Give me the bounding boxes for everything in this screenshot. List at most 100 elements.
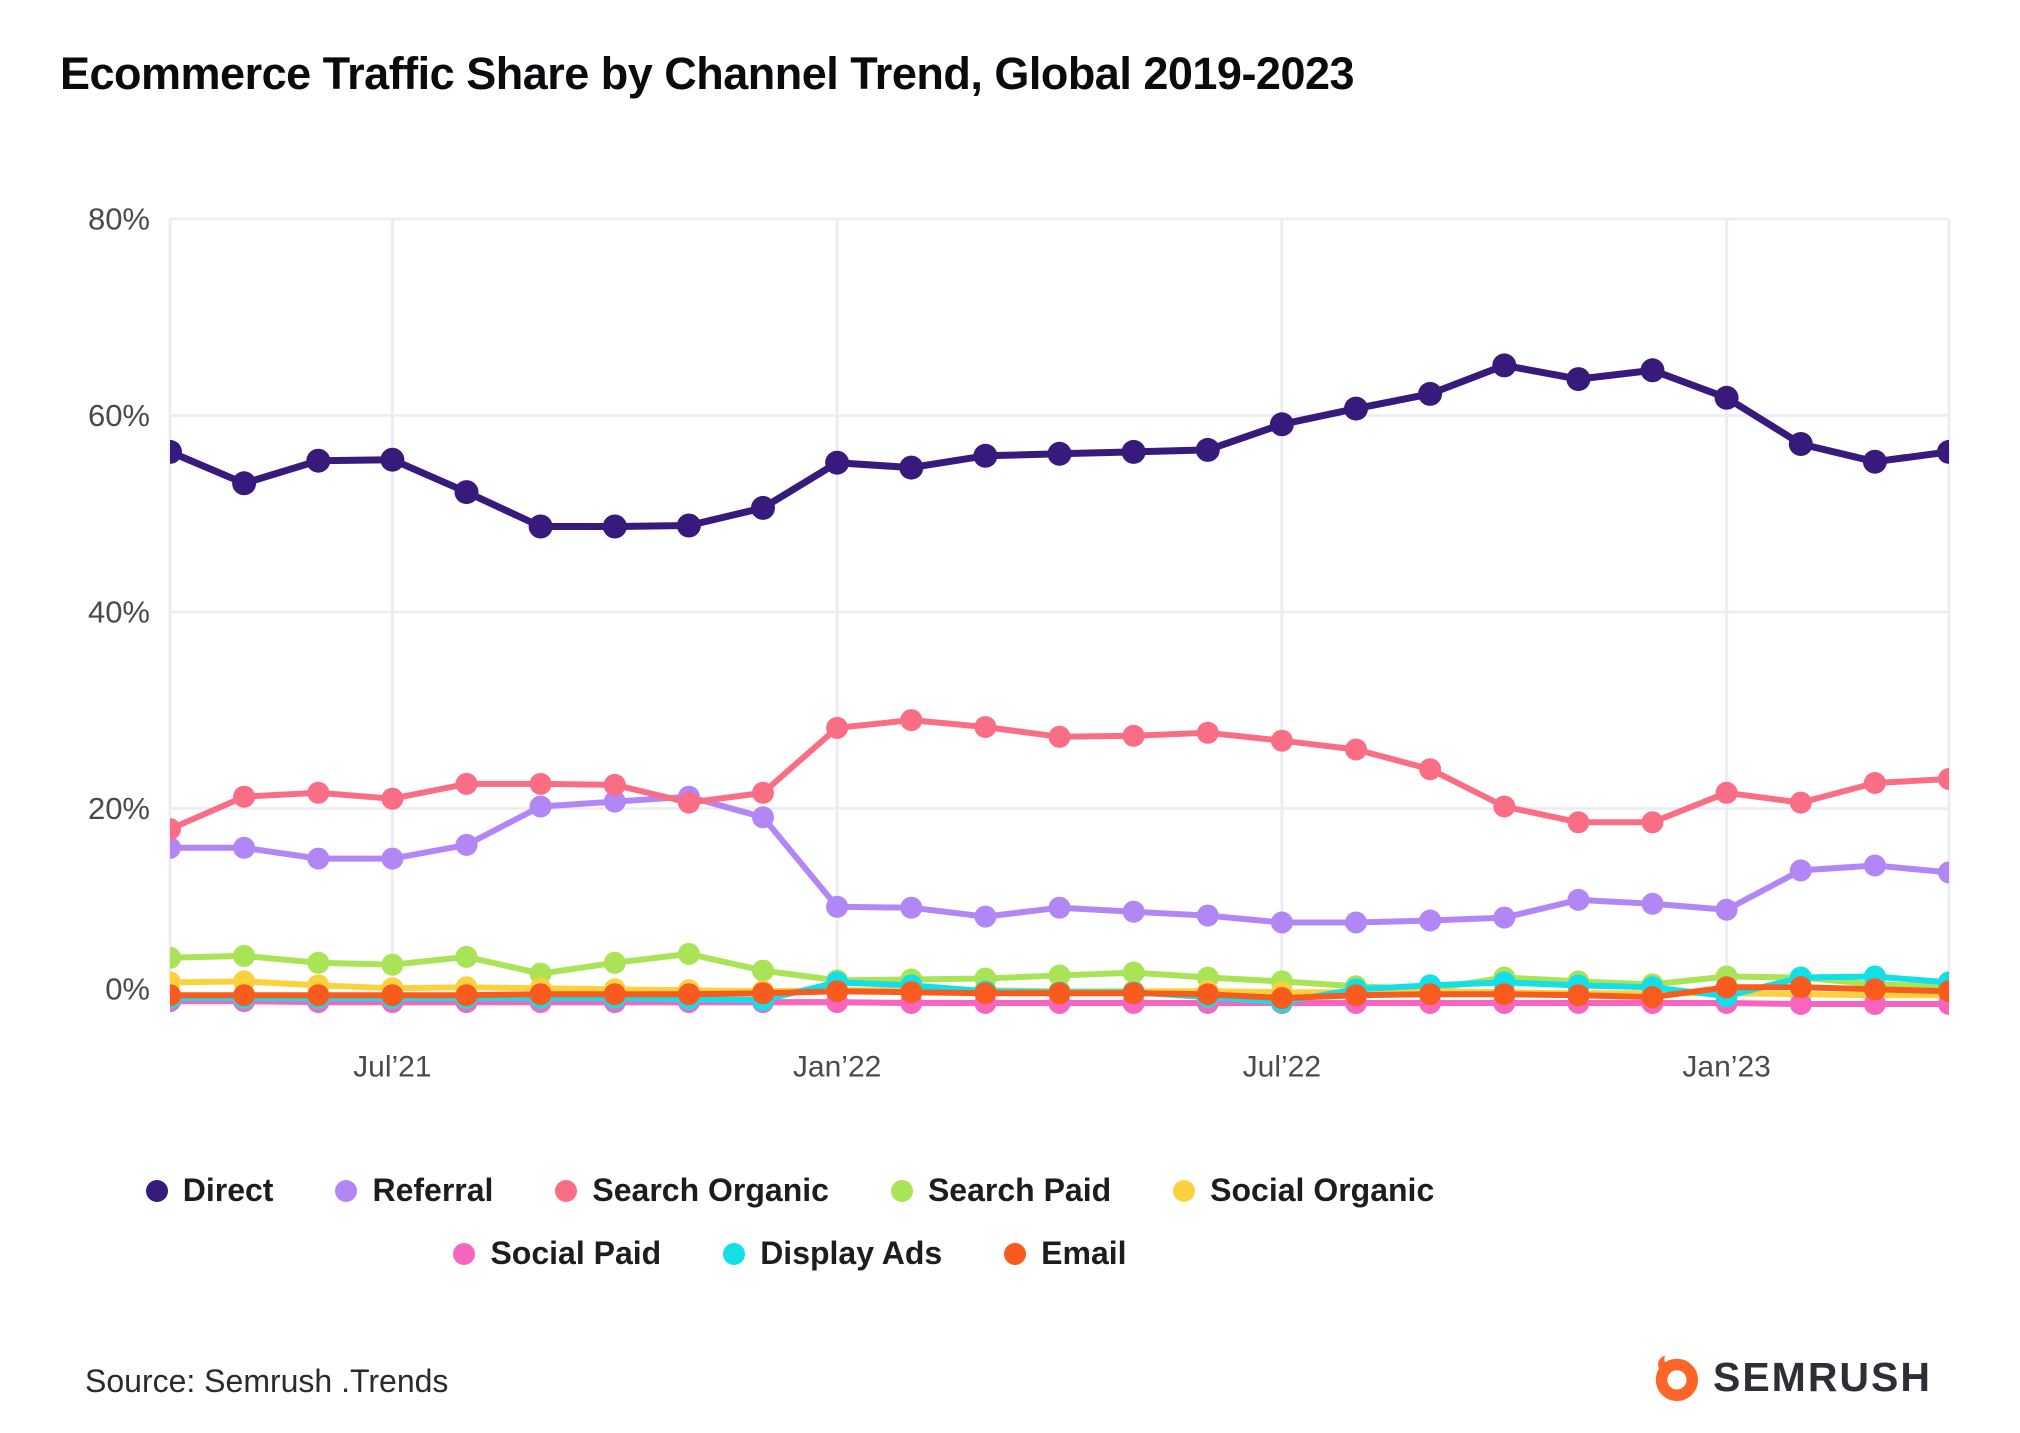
data-point-direct: [1788, 432, 1813, 456]
grid: 0% 20% 40% 60% 80% Jul’21 Jan’22 Jul’22 Jan’23: [88, 202, 1951, 1084]
data-point-direct: [1862, 449, 1887, 474]
legend-item-email: Email: [1004, 1235, 1127, 1272]
data-point-direct: [1269, 412, 1294, 437]
data-point-referral: [1270, 911, 1293, 934]
legend-dot-search-organic: [555, 1179, 578, 1202]
data-point-email: [1863, 978, 1886, 1001]
x-axis-tick-label: Jan’22: [793, 1051, 881, 1084]
data-point-search-organic: [1345, 738, 1367, 761]
data-point-referral: [603, 790, 626, 813]
data-point-referral: [307, 847, 330, 870]
data-point-referral: [1938, 861, 1949, 884]
data-point-direct: [380, 447, 405, 472]
data-point-direct: [1121, 439, 1146, 464]
data-point-email: [1345, 984, 1367, 1007]
data-point-search-paid: [170, 946, 181, 969]
data-point-direct: [1492, 353, 1517, 378]
data-point-search-organic: [1196, 721, 1219, 744]
data-point-direct: [306, 448, 331, 473]
data-point-email: [1938, 980, 1949, 1003]
data-point-referral: [1122, 900, 1145, 923]
data-point-email: [529, 983, 552, 1006]
data-point-search-organic: [1863, 772, 1886, 794]
x-axis-tick-label: Jan’23: [1682, 1051, 1770, 1084]
data-point-direct: [676, 513, 701, 538]
legend-dot-social-organic: [1173, 1179, 1196, 1202]
source-text: Source: Semrush .Trends: [85, 1363, 449, 1399]
data-point-search-organic: [1419, 758, 1442, 781]
data-point-email: [1493, 983, 1516, 1006]
y-axis-tick-label: 0%: [105, 972, 150, 1007]
data-point-search-organic: [170, 818, 181, 841]
data-point-referral: [529, 795, 552, 818]
data-point-search-organic: [1641, 811, 1664, 834]
data-point-search-paid: [381, 953, 404, 976]
legend-label-referral: Referral: [372, 1172, 494, 1208]
data-point-direct: [899, 455, 924, 480]
data-point-email: [1641, 986, 1664, 1009]
data-point-direct: [1418, 381, 1443, 406]
semrush-logotype: SEMRUSH: [1712, 1353, 1932, 1400]
y-axis-tick-label: 60%: [88, 398, 150, 433]
chart-title: Ecommerce Traffic Share by Channel Trend…: [60, 48, 1355, 99]
data-point-direct: [170, 439, 182, 464]
data-point-referral: [1789, 859, 1812, 882]
data-point-search-paid: [233, 944, 256, 967]
data-point-email: [1715, 976, 1738, 999]
data-point-direct: [1937, 439, 1949, 464]
legend-item-search-paid: Search Paid: [890, 1172, 1112, 1209]
data-point-referral: [900, 896, 923, 919]
legend-label-direct: Direct: [182, 1172, 274, 1208]
legend-dot-email: [1004, 1242, 1027, 1265]
data-point-referral: [381, 847, 404, 870]
data-point-search-organic: [1270, 729, 1293, 752]
legend-row: Direct Referral Search Organic Search Paid S…: [0, 1172, 1580, 1209]
legend-label-search-paid: Search Paid: [927, 1172, 1112, 1208]
data-point-referral: [1345, 911, 1367, 934]
data-point-direct: [454, 480, 479, 505]
data-point-email: [170, 984, 181, 1007]
data-point-direct: [1195, 437, 1220, 462]
data-point-direct: [1566, 367, 1591, 392]
data-point-direct: [1640, 358, 1665, 383]
legend-item-direct: Direct: [145, 1172, 274, 1209]
data-point-email: [1789, 976, 1812, 999]
data-point-social-paid: [1789, 993, 1812, 1015]
data-point-referral: [1567, 888, 1590, 911]
data-point-search-paid: [677, 942, 700, 965]
y-axis-tick-label: 20%: [88, 791, 150, 826]
x-axis-tick-label: Jul’22: [1243, 1051, 1321, 1084]
legend-label-social-organic: Social Organic: [1210, 1172, 1435, 1208]
legend-dot-referral: [335, 1179, 358, 1202]
data-point-search-paid: [1122, 961, 1145, 984]
data-point-email: [1567, 984, 1590, 1007]
data-point-search-organic: [233, 785, 256, 808]
data-point-referral: [974, 905, 997, 928]
legend-row: Social Paid Display Ads Email: [0, 1235, 1580, 1272]
data-point-search-organic: [1493, 795, 1516, 818]
data-point-referral: [1493, 906, 1516, 929]
y-axis-tick-label: 80%: [88, 202, 150, 237]
data-point-direct: [1344, 396, 1368, 421]
data-point-direct: [973, 443, 998, 468]
data-point-email: [1270, 987, 1293, 1010]
legend-dot-social-paid: [453, 1242, 476, 1265]
data-point-referral: [1641, 892, 1664, 915]
legend-item-referral: Referral: [335, 1172, 493, 1209]
data-point-email: [677, 983, 700, 1006]
data-point-search-paid: [603, 951, 626, 974]
legend-dot-direct: [145, 1179, 168, 1202]
data-point-search-organic: [1715, 781, 1738, 804]
data-point-direct: [232, 471, 257, 496]
data-point-email: [1048, 982, 1071, 1005]
x-axis-tick-label: Jul’21: [353, 1051, 431, 1084]
data-point-direct: [825, 450, 850, 475]
data-point-email: [307, 984, 330, 1007]
data-point-search-organic: [826, 716, 849, 739]
data-point-email: [1196, 983, 1219, 1006]
data-point-search-organic: [307, 781, 330, 804]
y-axis-tick-label: 40%: [88, 595, 150, 630]
series-group: [170, 353, 1949, 1015]
data-point-referral: [1863, 854, 1886, 877]
